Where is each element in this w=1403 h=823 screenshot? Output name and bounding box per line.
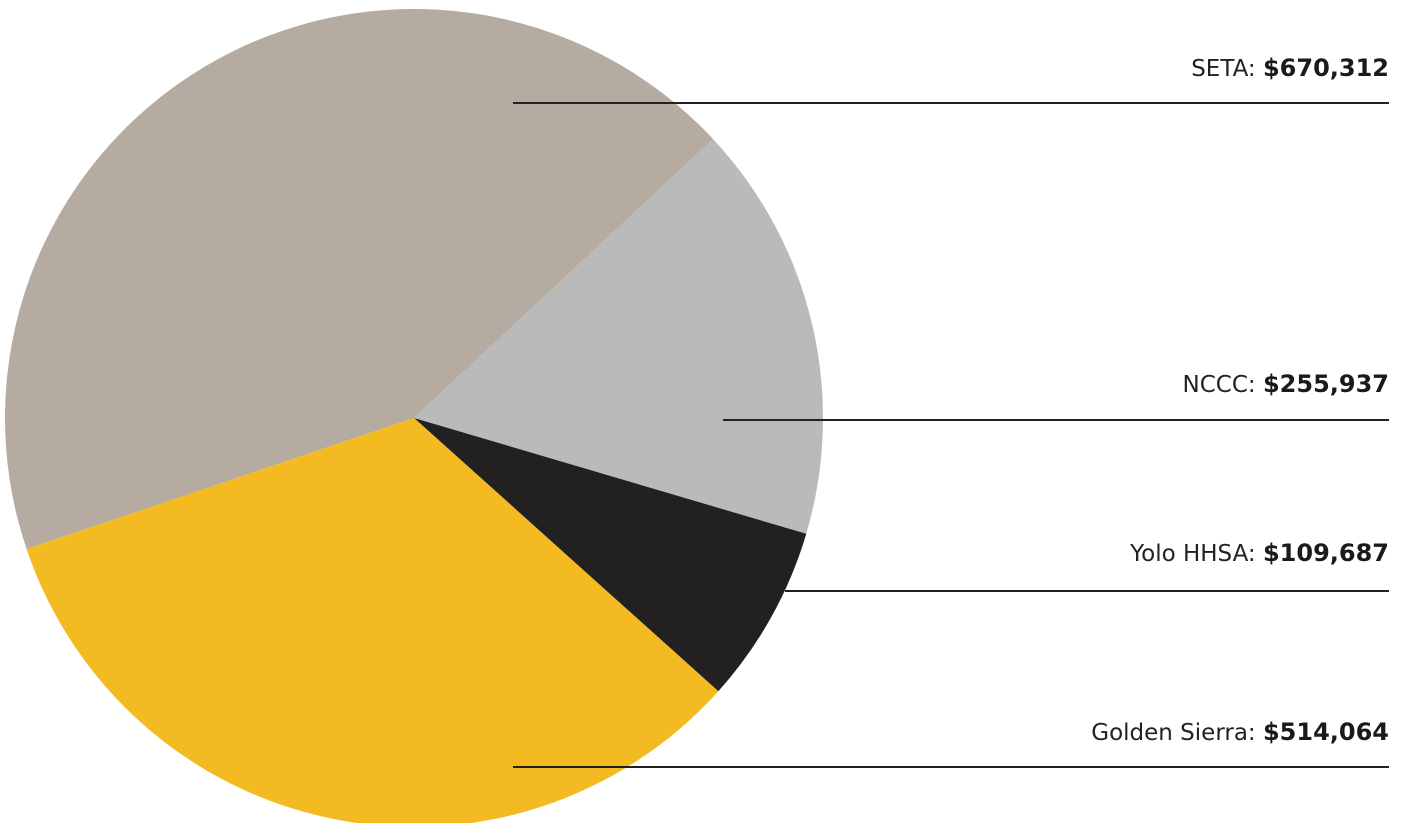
label-colon: :: [1248, 720, 1263, 746]
label-colon: :: [1248, 541, 1263, 567]
pie-slice-yolo-hhsa: [414, 418, 807, 692]
svg-text:NCCC: $255,937: NCCC: $255,937: [1183, 370, 1389, 398]
svg-text:Golden Sierra: $514,064: Golden Sierra: $514,064: [1091, 718, 1389, 746]
pie-slice-seta: [4, 8, 714, 550]
label-colon: :: [1248, 372, 1263, 398]
callout-yolo-hhsa: Yolo HHSA: $109,687: [785, 539, 1389, 592]
callout-golden-sierra: Golden Sierra: $514,064: [513, 718, 1389, 768]
slice-label-seta: SETA: [1191, 56, 1248, 82]
slice-value-seta: $670,312: [1263, 54, 1389, 82]
slice-value-yolo-hhsa: $109,687: [1263, 539, 1389, 567]
callout-nccc: NCCC: $255,937: [723, 370, 1389, 421]
slice-label-yolo-hhsa: Yolo HHSA: [1129, 541, 1248, 567]
pie-slice-nccc: [414, 139, 823, 534]
slice-label-nccc: NCCC: [1183, 372, 1248, 398]
slice-value-nccc: $255,937: [1263, 370, 1389, 398]
callout-seta: SETA: $670,312: [513, 54, 1389, 104]
svg-text:Yolo HHSA: $109,687: Yolo HHSA: $109,687: [1129, 539, 1389, 567]
svg-text:SETA: $670,312: SETA: $670,312: [1191, 54, 1389, 82]
label-colon: :: [1248, 56, 1263, 82]
slice-label-golden-sierra: Golden Sierra: [1091, 720, 1248, 746]
slice-value-golden-sierra: $514,064: [1263, 718, 1389, 746]
pie-slices: [4, 8, 823, 823]
pie-slice-golden-sierra: [26, 418, 719, 823]
